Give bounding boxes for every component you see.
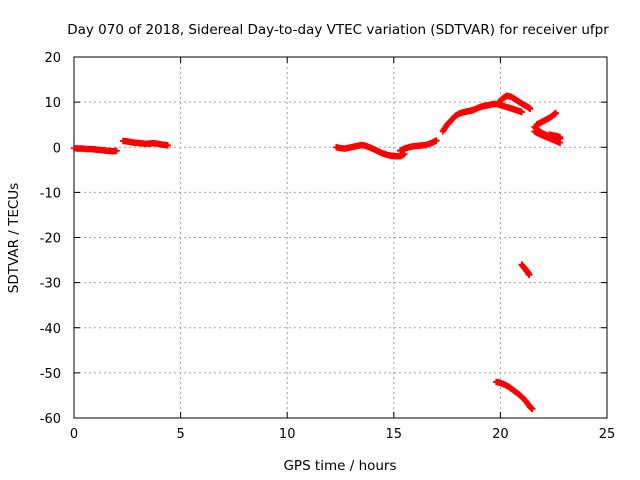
y-tick-label: 20 <box>44 51 61 66</box>
series-segment-7 <box>533 109 560 128</box>
y-tick-label: -40 <box>40 322 61 337</box>
chart-title: Day 070 of 2018, Sidereal Day-to-day VTE… <box>67 22 609 38</box>
data-point <box>556 134 564 141</box>
y-tick-label: -60 <box>40 412 61 427</box>
series-segment-5 <box>439 100 525 135</box>
y-tick-label: -20 <box>40 232 61 247</box>
data-point <box>518 108 525 116</box>
y-tick-label: 0 <box>53 141 61 156</box>
series-segment-1 <box>70 144 120 155</box>
x-tick-label: 25 <box>599 427 616 442</box>
tick-layer: 0 5 10 15 20 25 20 10 0 -10 -20 -30 -40 -50 -60 <box>40 51 616 442</box>
series-segment-10 <box>546 131 564 141</box>
series-segment-3 <box>333 141 408 160</box>
data-points <box>70 92 564 413</box>
y-tick-label: -30 <box>40 277 61 292</box>
data-point <box>113 147 120 155</box>
data-point <box>527 105 534 113</box>
x-tick-label: 20 <box>492 427 509 442</box>
data-point <box>529 405 536 413</box>
series-segment-11 <box>518 261 533 279</box>
series-segment-6 <box>495 92 534 113</box>
series-segment-12 <box>492 378 536 413</box>
data-point <box>401 150 408 158</box>
data-point <box>525 271 533 279</box>
y-tick-label: -50 <box>40 367 61 382</box>
x-axis-label: GPS time / hours <box>283 458 396 474</box>
y-axis-label: SDTVAR / TECUs <box>6 183 22 293</box>
y-tick-label: 10 <box>44 96 61 111</box>
data-point <box>433 137 440 144</box>
series-segment-9 <box>531 128 564 146</box>
series-segment-2 <box>119 137 172 149</box>
y-tick-label: -10 <box>40 186 61 201</box>
grid-layer <box>74 57 607 418</box>
x-tick-label: 5 <box>176 427 184 442</box>
data-point <box>552 109 560 117</box>
x-tick-label: 10 <box>279 427 296 442</box>
data-point <box>556 139 564 146</box>
x-tick-label: 15 <box>386 427 403 442</box>
series-segment-4 <box>396 137 440 155</box>
x-tick-label: 0 <box>70 427 78 442</box>
data-point <box>164 142 172 149</box>
